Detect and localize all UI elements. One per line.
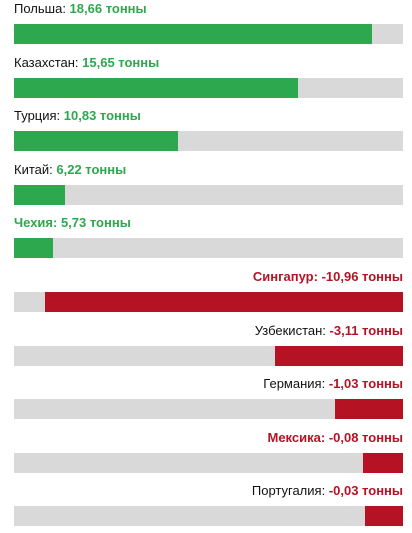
bar-track xyxy=(14,184,403,205)
bar-name: Чехия xyxy=(14,215,53,231)
bar-row: Сингапур: -10,96 тонны xyxy=(14,268,403,314)
bar-fill-negative xyxy=(363,452,403,473)
bar-track xyxy=(14,24,403,44)
bar-separator: : xyxy=(56,108,64,124)
bar-track xyxy=(14,506,403,527)
bar-label: Турция: 10,83 тонны xyxy=(14,107,141,125)
bar-value-label: -10,96 тонны xyxy=(321,269,403,284)
bar-label: Мексика: -0,08 тонны xyxy=(268,429,404,447)
bar-track xyxy=(14,131,403,152)
bar-fill-negative xyxy=(365,506,403,527)
bar-label: Чехия: 5,73 тонны xyxy=(14,214,131,232)
bar-name: Германия xyxy=(263,376,322,392)
bar-fill-negative xyxy=(45,292,403,312)
bar-row: Чехия: 5,73 тонны xyxy=(14,214,403,260)
bar-track xyxy=(14,77,403,98)
bar-label: Узбекистан: -3,11 тонны xyxy=(255,322,403,340)
bar-fill-negative xyxy=(275,345,403,366)
bar-track xyxy=(14,292,403,312)
bar-row: Казахстан: 15,65 тонны xyxy=(14,54,403,100)
bar-separator: : xyxy=(320,429,329,445)
bar-separator: : xyxy=(62,1,70,16)
bar-label: Германия: -1,03 тонны xyxy=(263,375,403,393)
bar-fill-positive xyxy=(14,238,53,259)
bar-separator: : xyxy=(321,376,329,392)
bar-fill-positive xyxy=(14,24,372,44)
bar-label: Казахстан: 15,65 тонны xyxy=(14,54,159,72)
bar-name: Узбекистан xyxy=(254,322,323,338)
bar-value-label: 15,65 тонны xyxy=(82,54,160,70)
bar-value-label: -0,03 тонны xyxy=(328,483,403,499)
bar-fill-positive xyxy=(14,77,298,98)
bar-row: Польша: 18,66 тонны xyxy=(14,0,403,46)
bar-name: Казахстан xyxy=(14,54,75,70)
bar-name: Турция xyxy=(14,108,57,124)
bar-row: Узбекистан: -3,11 тонны xyxy=(14,322,403,368)
bar-name: Польша xyxy=(14,1,63,16)
bar-track xyxy=(14,452,403,473)
bar-separator: : xyxy=(321,483,329,499)
bar-row: Германия: -1,03 тонны xyxy=(14,375,403,421)
bar-name: Португалия xyxy=(251,483,322,499)
bar-label: Сингапур: -10,96 тонны xyxy=(253,268,403,286)
bar-separator: : xyxy=(313,269,322,284)
bar-track xyxy=(14,238,403,259)
bar-value-label: -3,11 тонны xyxy=(329,322,403,338)
bar-value-label: 18,66 тонны xyxy=(69,1,147,16)
bar-label: Китай: 6,22 тонны xyxy=(14,161,126,179)
bar-value-label: -0,08 тонны xyxy=(328,429,403,445)
bar-name: Китай xyxy=(14,161,50,177)
bar-separator: : xyxy=(49,161,57,177)
bar-separator: : xyxy=(74,54,83,70)
bar-value-label: 5,73 тонны xyxy=(60,215,131,231)
bar-label: Польша: 18,66 тонны xyxy=(14,0,147,18)
bar-track xyxy=(14,399,403,420)
bar-value-label: -1,03 тонны xyxy=(328,376,403,392)
bar-row: Мексика: -0,08 тонны xyxy=(14,429,403,475)
bar-row: Португалия: -0,03 тонны xyxy=(14,482,403,528)
bar-fill-positive xyxy=(14,131,178,152)
bar-value-label: 6,22 тонны xyxy=(56,161,127,177)
bar-name: Сингапур xyxy=(252,269,314,284)
bar-separator: : xyxy=(53,215,61,231)
bar-row: Турция: 10,83 тонны xyxy=(14,107,403,153)
bar-name: Мексика xyxy=(267,429,321,445)
bar-row: Китай: 6,22 тонны xyxy=(14,161,403,207)
bar-label: Португалия: -0,03 тонны xyxy=(252,482,403,500)
bar-track xyxy=(14,345,403,366)
bar-value-label: 10,83 тонны xyxy=(63,108,141,124)
bar-fill-negative xyxy=(335,399,403,420)
bar-fill-positive xyxy=(14,184,65,205)
bar-separator: : xyxy=(322,322,330,338)
